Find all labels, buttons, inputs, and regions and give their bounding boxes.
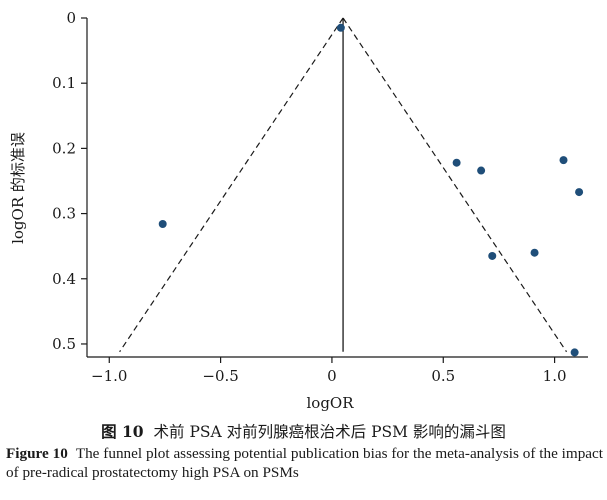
x-axis-title: logOR xyxy=(306,394,354,412)
x-tick-label: 0 xyxy=(327,367,337,385)
study-points xyxy=(158,23,584,357)
study-point xyxy=(559,156,568,165)
y-tick-label: 0.5 xyxy=(52,335,76,353)
x-tick-label: −0.5 xyxy=(202,367,238,385)
y-tick-label: 0.3 xyxy=(52,205,76,223)
x-tick-label: −1.0 xyxy=(91,367,127,385)
study-point xyxy=(158,220,167,229)
study-point xyxy=(570,348,579,357)
caption-cn-text: 术前 PSA 对前列腺癌根治术后 PSM 影响的漏斗图 xyxy=(153,423,506,441)
caption-english: Figure 10 The funnel plot assessing poten… xyxy=(6,444,603,482)
funnel-lines xyxy=(119,17,568,353)
plot-axes: −1.0 −0.5 0 0.5 1.0 0 0.1 0.2 0.3 0.4 0.5 xyxy=(52,9,588,385)
funnel-right-line xyxy=(342,17,568,353)
y-axis-title: logOR 的标准误 xyxy=(9,132,27,244)
funnel-plot: −1.0 −0.5 0 0.5 1.0 0 0.1 0.2 0.3 0.4 0.5 logOR lo… xyxy=(9,9,588,412)
study-point xyxy=(488,251,497,260)
x-tick-label: 1.0 xyxy=(543,367,567,385)
caption-chinese: 图 10 术前 PSA 对前列腺癌根治术后 PSM 影响的漏斗图 xyxy=(0,420,607,442)
study-point xyxy=(452,158,461,167)
y-tick-label: 0.2 xyxy=(52,139,76,157)
study-point xyxy=(575,188,584,197)
caption-en-text: The funnel plot assessing potential publ… xyxy=(6,445,603,481)
x-tick-label: 0.5 xyxy=(431,367,455,385)
caption-cn-label: 图 10 xyxy=(101,422,144,441)
caption-en-label: Figure 10 xyxy=(6,445,68,462)
study-point xyxy=(336,23,345,32)
y-tick-label: 0.4 xyxy=(52,270,76,288)
y-tick-label: 0 xyxy=(66,9,76,27)
study-point xyxy=(477,166,486,175)
y-tick-label: 0.1 xyxy=(52,74,76,92)
study-point xyxy=(530,248,539,257)
funnel-left-line xyxy=(119,17,344,353)
